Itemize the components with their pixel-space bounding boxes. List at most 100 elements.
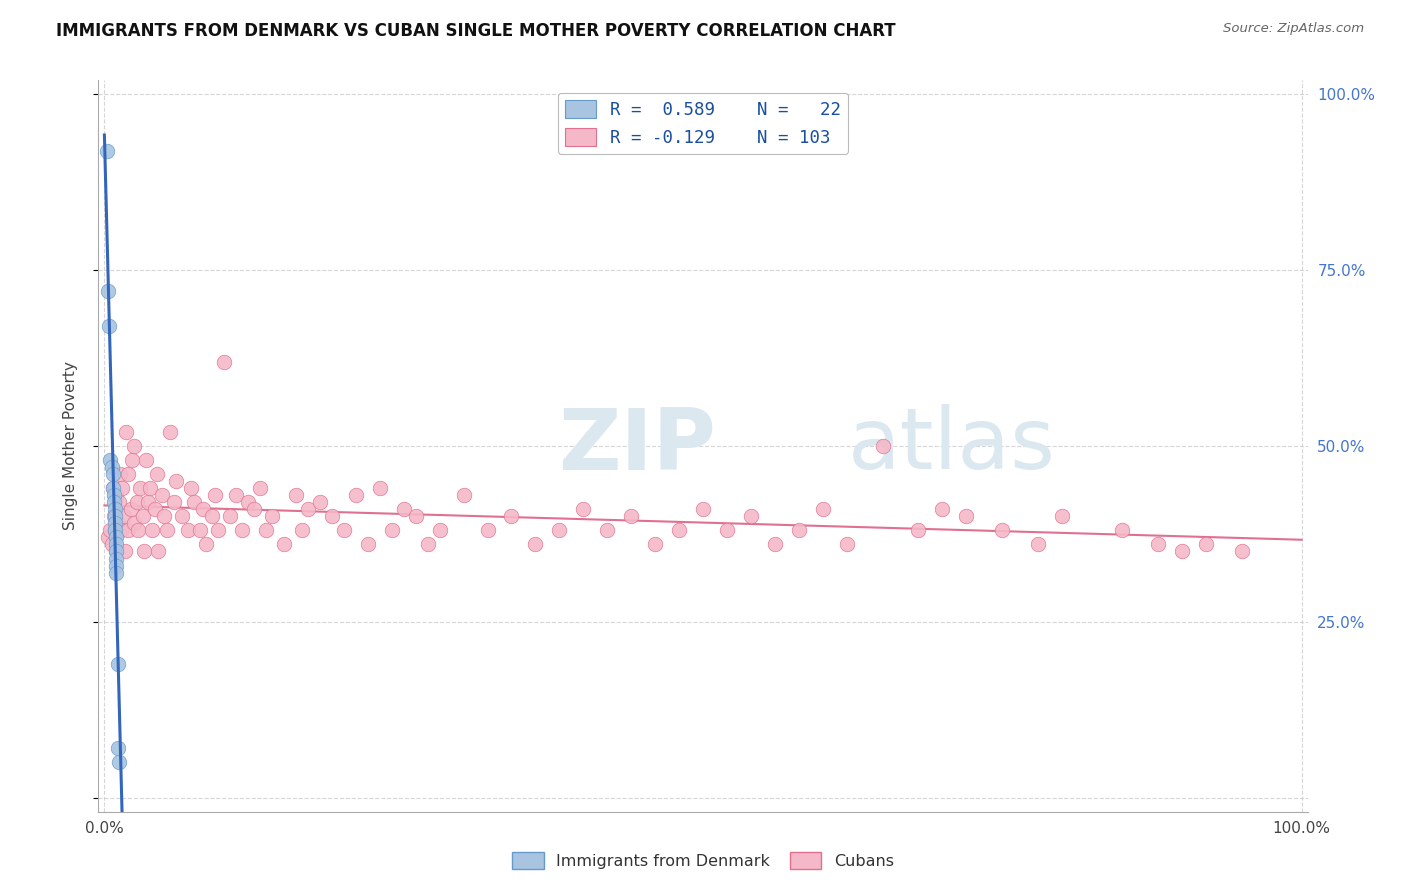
Point bbox=[105, 537, 128, 551]
Point bbox=[811, 502, 834, 516]
Point bbox=[692, 502, 714, 516]
Point bbox=[1050, 509, 1073, 524]
Point bbox=[716, 524, 738, 538]
Point bbox=[1230, 544, 1253, 558]
Point bbox=[127, 524, 149, 538]
Point bbox=[297, 502, 319, 516]
Point bbox=[104, 502, 127, 516]
Point bbox=[183, 495, 205, 509]
Point bbox=[1195, 537, 1218, 551]
Point bbox=[249, 481, 271, 495]
Point bbox=[955, 509, 977, 524]
Point bbox=[165, 474, 187, 488]
Point bbox=[141, 524, 163, 538]
Point bbox=[97, 530, 120, 544]
Point bbox=[135, 453, 157, 467]
Point bbox=[333, 524, 356, 538]
Point bbox=[357, 537, 380, 551]
Point bbox=[153, 509, 176, 524]
Text: IMMIGRANTS FROM DENMARK VS CUBAN SINGLE MOTHER POVERTY CORRELATION CHART: IMMIGRANTS FROM DENMARK VS CUBAN SINGLE … bbox=[56, 22, 896, 40]
Point bbox=[105, 488, 128, 502]
Point bbox=[124, 516, 146, 531]
Point bbox=[1026, 537, 1049, 551]
Point bbox=[117, 524, 139, 538]
Point bbox=[1111, 524, 1133, 538]
Point bbox=[644, 537, 666, 551]
Point bbox=[120, 502, 142, 516]
Point bbox=[121, 453, 143, 467]
Point bbox=[112, 509, 135, 524]
Point bbox=[105, 544, 128, 558]
Point bbox=[1147, 537, 1170, 551]
Point bbox=[872, 439, 894, 453]
Point bbox=[97, 285, 120, 299]
Point bbox=[107, 741, 129, 756]
Point bbox=[101, 467, 124, 482]
Point bbox=[100, 524, 122, 538]
Point bbox=[96, 144, 118, 158]
Point bbox=[212, 354, 235, 368]
Point bbox=[501, 509, 523, 524]
Point bbox=[139, 481, 162, 495]
Point bbox=[132, 509, 155, 524]
Point bbox=[405, 509, 427, 524]
Point bbox=[429, 524, 451, 538]
Text: Source: ZipAtlas.com: Source: ZipAtlas.com bbox=[1223, 22, 1364, 36]
Point bbox=[453, 488, 475, 502]
Point bbox=[124, 439, 146, 453]
Point bbox=[291, 524, 314, 538]
Point bbox=[143, 502, 166, 516]
Point bbox=[231, 524, 253, 538]
Point bbox=[254, 524, 277, 538]
Point bbox=[763, 537, 786, 551]
Point bbox=[740, 509, 762, 524]
Point bbox=[219, 509, 242, 524]
Point bbox=[105, 551, 128, 566]
Point bbox=[620, 509, 643, 524]
Point bbox=[105, 558, 128, 573]
Point bbox=[835, 537, 858, 551]
Point bbox=[107, 516, 129, 531]
Point bbox=[180, 481, 202, 495]
Point bbox=[117, 467, 139, 482]
Point bbox=[129, 481, 152, 495]
Legend: R =  0.589    N =   22, R = -0.129    N = 103: R = 0.589 N = 22, R = -0.129 N = 103 bbox=[558, 93, 848, 153]
Y-axis label: Single Mother Poverty: Single Mother Poverty bbox=[63, 361, 77, 531]
Point bbox=[148, 544, 170, 558]
Point bbox=[596, 524, 619, 538]
Point bbox=[188, 524, 211, 538]
Point bbox=[101, 481, 124, 495]
Point bbox=[108, 467, 131, 482]
Point bbox=[159, 425, 181, 439]
Point bbox=[309, 495, 332, 509]
Point bbox=[321, 509, 343, 524]
Point bbox=[150, 488, 173, 502]
Point bbox=[548, 524, 571, 538]
Point bbox=[207, 524, 229, 538]
Point bbox=[416, 537, 439, 551]
Point bbox=[931, 502, 953, 516]
Point bbox=[907, 524, 929, 538]
Point bbox=[195, 537, 218, 551]
Point bbox=[284, 488, 307, 502]
Text: ZIP: ZIP bbox=[558, 404, 716, 488]
Point bbox=[107, 495, 129, 509]
Point bbox=[172, 509, 194, 524]
Point bbox=[204, 488, 226, 502]
Point bbox=[225, 488, 247, 502]
Point bbox=[100, 453, 122, 467]
Text: atlas: atlas bbox=[848, 404, 1056, 488]
Point bbox=[105, 544, 128, 558]
Point bbox=[177, 524, 200, 538]
Point bbox=[191, 502, 214, 516]
Point bbox=[104, 509, 127, 524]
Point bbox=[787, 524, 810, 538]
Point bbox=[273, 537, 295, 551]
Point bbox=[103, 495, 125, 509]
Point bbox=[107, 756, 129, 770]
Point bbox=[572, 502, 595, 516]
Point bbox=[100, 460, 122, 475]
Point bbox=[201, 509, 224, 524]
Point bbox=[136, 495, 159, 509]
Point bbox=[104, 524, 127, 538]
